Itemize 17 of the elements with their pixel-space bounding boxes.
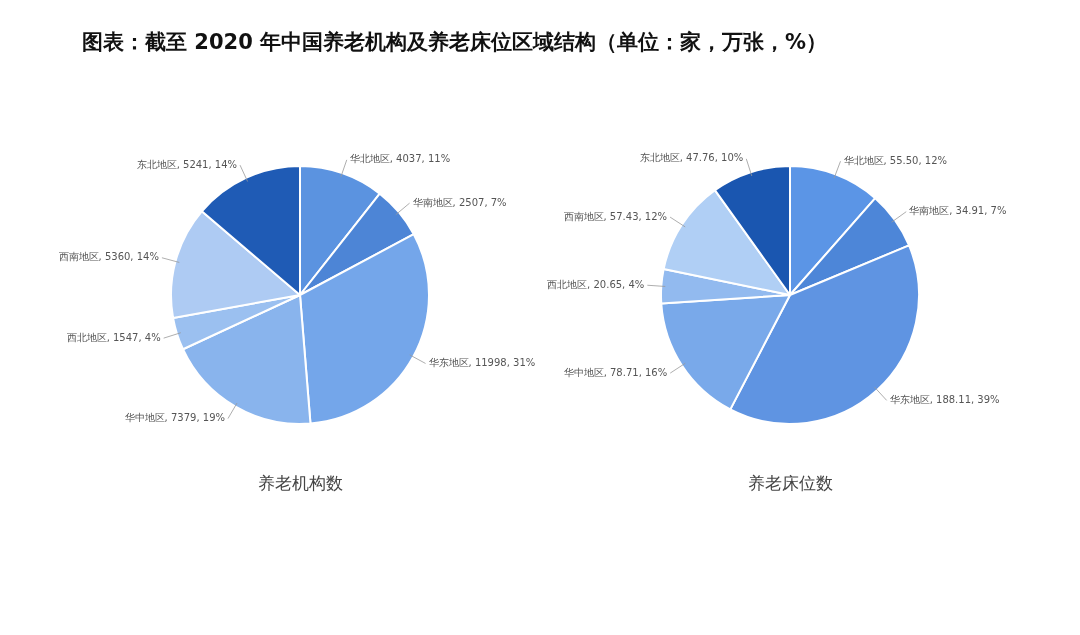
- slice-label: 西北地区, 20.65, 4%: [547, 278, 645, 290]
- slice-label: 华北地区, 4037, 11%: [349, 153, 451, 165]
- slice-label: 华中地区, 78.71, 16%: [563, 366, 668, 378]
- slice-label: 华中地区, 7379, 19%: [124, 412, 225, 424]
- slice-label: 华南地区, 2507, 7%: [412, 196, 507, 208]
- text: 养老机构数: [256, 472, 344, 495]
- slice-label: 西南地区, 5360, 14%: [58, 251, 159, 263]
- slice-label: 华东地区, 188.11, 39%: [889, 393, 1000, 405]
- chart-title: 图表：截至 2020 年中国养老机构及养老床位区域结构（单位：家，万张，%）: [82, 29, 828, 56]
- slice-label: 华东地区, 11998, 31%: [428, 357, 536, 369]
- text: 养老床位数: [746, 472, 834, 495]
- slice-label: 西南地区, 57.43, 12%: [563, 210, 668, 222]
- slice-label: 东北地区, 47.76, 10%: [639, 152, 744, 164]
- slice-label: 东北地区, 5241, 14%: [136, 158, 238, 170]
- slice-label: 华北地区, 55.50, 12%: [843, 154, 948, 166]
- slice-label: 华南地区, 34.91, 7%: [909, 205, 1007, 217]
- slice-label: 西北地区, 1547, 4%: [66, 331, 161, 343]
